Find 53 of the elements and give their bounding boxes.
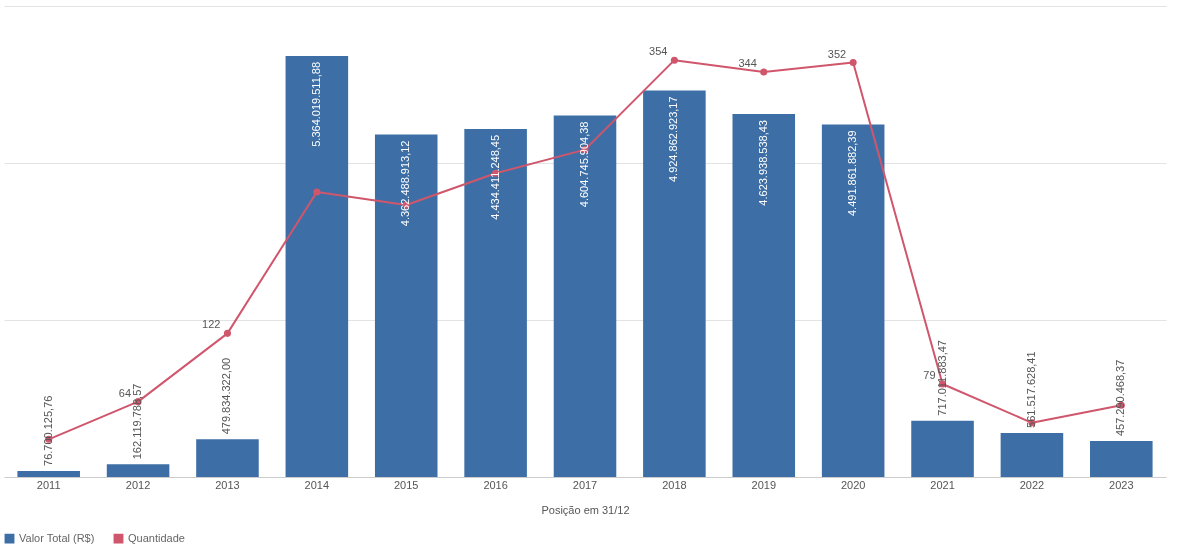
data-label: 4.924.862.923,17 [667,96,680,183]
data-label: 4.623.938.538,43 [756,120,769,206]
data-label: 64 [118,386,132,399]
point [313,188,321,196]
bar [106,464,170,477]
data-label: 122 [202,318,221,331]
bar [196,439,259,477]
data-label: 354 [649,45,668,58]
bar [464,128,527,477]
bar [1090,441,1153,477]
x-tick-label: 2023 [1109,478,1134,491]
x-tick-label: 2021 [930,478,955,491]
legend-label: Valor Total (R$) [19,531,95,544]
data-label: 717.011.883,47 [935,340,948,416]
point [849,58,857,67]
x-tick-label: 2015 [393,478,419,491]
data-label: 79 [923,368,936,381]
bar [643,90,706,477]
bar [285,55,349,477]
data-label: 457.290.468,37 [1114,359,1127,437]
x-tick-label: 2014 [304,478,330,491]
data-label: 76.700.125,76 [41,395,54,466]
data-label: 4.604.745.904,38 [578,121,590,208]
bar [821,124,885,477]
x-tick-label: 2016 [483,478,508,491]
data-label: 479.834.322,00 [220,357,233,435]
x-tick-label: 2012 [125,478,151,491]
data-label: 4.434.411.248,45 [488,134,501,220]
bar [732,114,796,477]
x-tick-label: 2013 [215,478,240,491]
point [760,68,768,76]
x-tick-label: 2022 [1019,478,1045,491]
x-tick-label: 2018 [662,478,687,491]
data-label: 4.362.488.913,12 [399,140,412,227]
bar [374,134,438,477]
bar [553,115,617,477]
data-label: 344 [738,56,757,69]
data-label: 4.491.861.882,39 [846,130,859,217]
x-axis-title: Posição em 31/12 [541,503,630,516]
x-tick-label: 2019 [751,478,777,491]
bar [17,470,80,477]
data-label: 162.119.788,57 [131,383,144,460]
x-tick-label: 2011 [36,478,61,491]
point [223,329,231,337]
data-label: 561.517.628,41 [1024,351,1037,428]
legend-label: Quantidade [128,531,185,544]
point [670,56,678,64]
bar [1000,432,1064,477]
data-label: 352 [827,47,847,60]
x-tick-label: 2020 [840,478,866,491]
bar [911,420,974,477]
x-tick-label: 2017 [572,478,598,491]
data-label: 5.364.019.511,88 [309,61,322,147]
